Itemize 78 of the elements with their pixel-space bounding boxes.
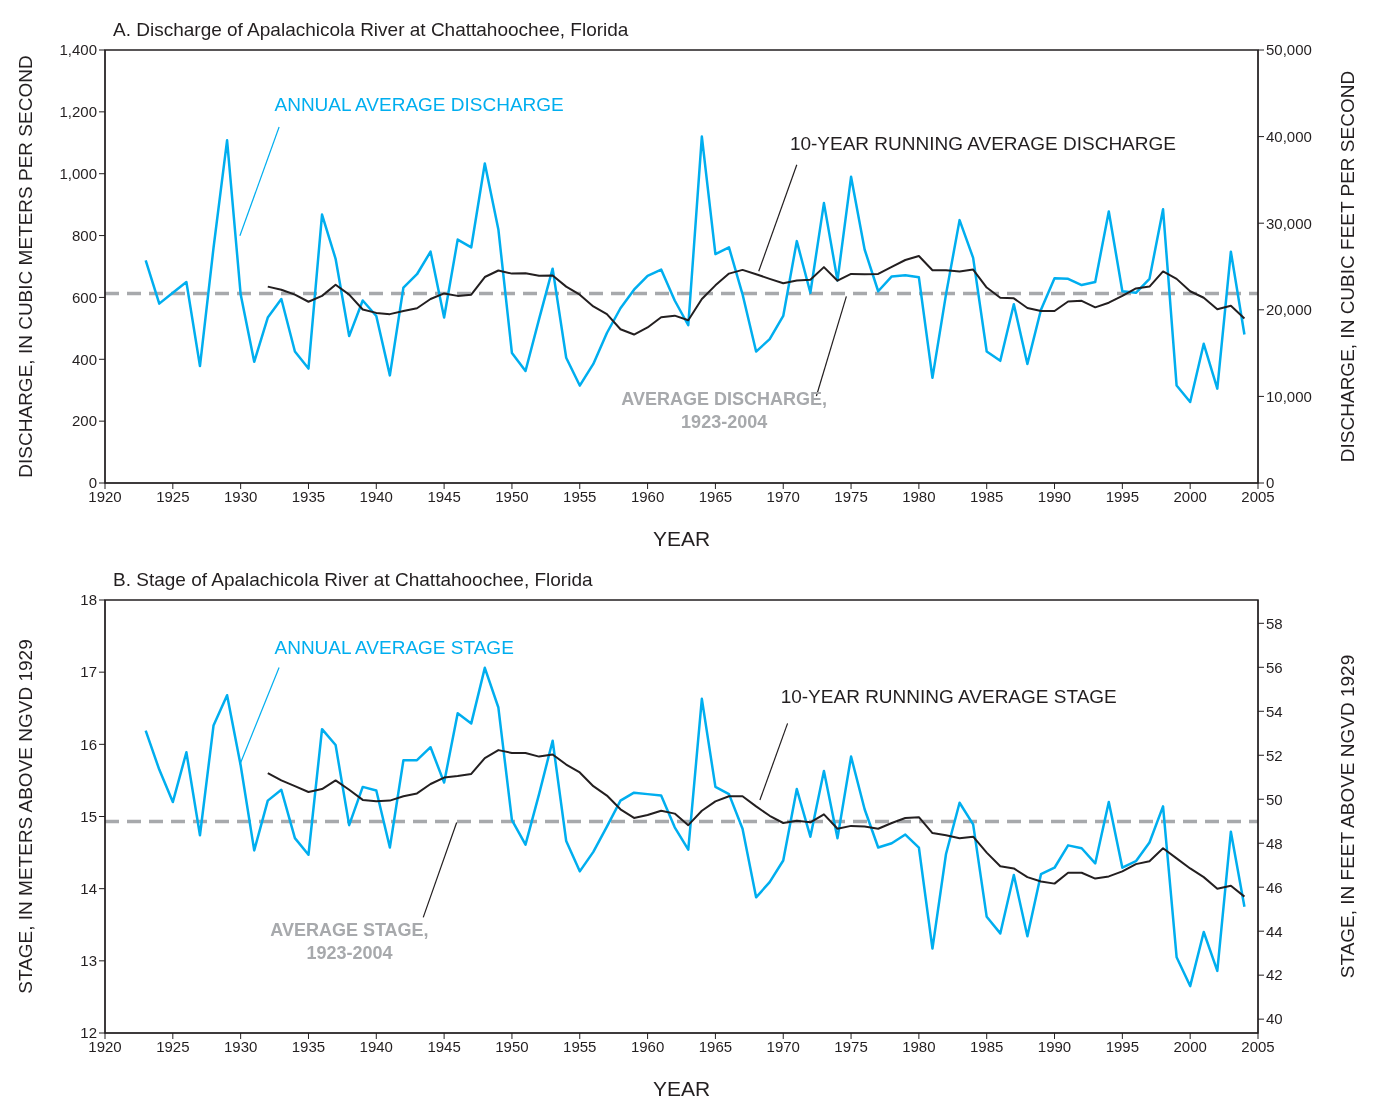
x-tick-label: 1960 <box>630 487 665 505</box>
text: ANNUAL AVERAGE DISCHARGE <box>274 93 564 115</box>
ref-line-label: AVERAGE STAGE, 1923-2004 <box>270 920 429 964</box>
x-tick-label: 1935 <box>291 1037 326 1055</box>
line-series <box>266 254 1246 336</box>
y2-tick-label: 30,000 <box>1266 214 1312 232</box>
y2-tick-label: 42 <box>1266 966 1283 984</box>
y-tick-label: 600 <box>71 288 97 306</box>
x-tick-label: 1965 <box>698 1037 733 1055</box>
y2-tick-label: 56 <box>1266 658 1283 676</box>
x-tick-label: 1945 <box>427 1037 461 1055</box>
x-tick-label: 1940 <box>359 487 393 505</box>
y-tick-label: 1,000 <box>59 165 97 183</box>
x-tick-label: 2000 <box>1173 487 1207 505</box>
x-tick-label: 1950 <box>495 1037 529 1055</box>
y-tick-label: 14 <box>80 879 97 897</box>
y2-tick-label: 44 <box>1266 922 1283 940</box>
x-tick-label: 1945 <box>427 487 461 505</box>
y2-tick-label: 54 <box>1266 702 1283 720</box>
x-tick-label: 1995 <box>1105 1037 1140 1055</box>
y2-tick-label: 40 <box>1266 1010 1283 1028</box>
y-axis-title: STAGE, IN METERS ABOVE NGVD 1929 <box>15 639 36 994</box>
x-tick-label: 1940 <box>359 1037 393 1055</box>
x-tick-label: 1970 <box>766 1037 800 1055</box>
x-tick-label: 1955 <box>563 1037 597 1055</box>
y2-tick-label: 10,000 <box>1266 387 1312 405</box>
chart-title: A. Discharge of Apalachicola River at Chattahoochee, Florida <box>113 19 629 40</box>
x-tick-label: 1990 <box>1037 487 1072 505</box>
y2-tick-label: 50,000 <box>1266 41 1312 59</box>
y2-tick-label: 46 <box>1266 878 1283 896</box>
x-tick-label: 1980 <box>902 1037 936 1055</box>
x-tick-label: 1955 <box>563 487 597 505</box>
x-tick-label: 1970 <box>766 487 800 505</box>
x-axis-title: YEAR <box>652 527 711 550</box>
x-tick-label: 1975 <box>834 487 868 505</box>
y2-tick-label: 52 <box>1266 746 1283 764</box>
y-tick-label: 200 <box>71 412 97 430</box>
y-axis-title: DISCHARGE, IN CUBIC METERS PER SECOND <box>15 55 36 478</box>
x-tick-label: 1975 <box>834 1037 868 1055</box>
y2-tick-label: 50 <box>1266 790 1283 808</box>
y2-axis-title: DISCHARGE, IN CUBIC FEET PER SECOND <box>1337 70 1358 463</box>
x-tick-label: 2005 <box>1241 1037 1275 1055</box>
x-tick-label: 1965 <box>698 487 733 505</box>
x-tick-label: 1950 <box>495 487 529 505</box>
line-series <box>266 749 1246 898</box>
x-tick-label: 1935 <box>291 487 326 505</box>
x-tick-label: 2000 <box>1173 1037 1207 1055</box>
chart-title: B. Stage of Apalachicola River at Chattahoochee, Florida <box>113 569 593 590</box>
series-label: ANNUAL AVERAGE STAGE <box>274 637 514 659</box>
y-tick-label: 18 <box>80 591 97 609</box>
x-tick-label: 1930 <box>223 1037 258 1055</box>
ref-line-label: AVERAGE DISCHARGE, 1923-2004 <box>621 389 828 433</box>
y2-tick-label: 48 <box>1266 834 1283 852</box>
y2-axis-title: STAGE, IN FEET ABOVE NGVD 1929 <box>1337 654 1358 979</box>
line-series <box>144 666 1246 988</box>
x-tick-label: 1985 <box>970 1037 1004 1055</box>
x-tick-label: 1930 <box>223 487 258 505</box>
x-tick-label: 1960 <box>630 1037 665 1055</box>
y2-tick-label: 20,000 <box>1266 301 1312 319</box>
y-tick-label: 1,400 <box>59 41 97 59</box>
text: 10-YEAR RUNNING AVERAGE STAGE <box>780 686 1117 708</box>
x-tick-label: 1990 <box>1037 1037 1072 1055</box>
y-tick-label: 400 <box>71 350 97 368</box>
y-tick-label: 15 <box>80 807 97 825</box>
y2-tick-label: 58 <box>1266 614 1283 632</box>
x-axis-title: YEAR <box>652 1077 711 1100</box>
y-tick-label: 1,200 <box>59 103 97 121</box>
y2-tick-label: 40,000 <box>1266 127 1312 145</box>
x-tick-label: 1985 <box>970 487 1004 505</box>
text: 10-YEAR RUNNING AVERAGE DISCHARGE <box>789 132 1176 154</box>
x-tick-label: 1925 <box>156 487 190 505</box>
x-tick-label: 1925 <box>156 1037 190 1055</box>
x-tick-label: 1995 <box>1105 487 1140 505</box>
y-tick-label: 800 <box>71 226 97 244</box>
x-tick-label: 1980 <box>902 487 936 505</box>
y-tick-label: 17 <box>80 663 97 681</box>
y-tick-label: 16 <box>80 735 97 753</box>
y-tick-label: 13 <box>80 952 97 970</box>
